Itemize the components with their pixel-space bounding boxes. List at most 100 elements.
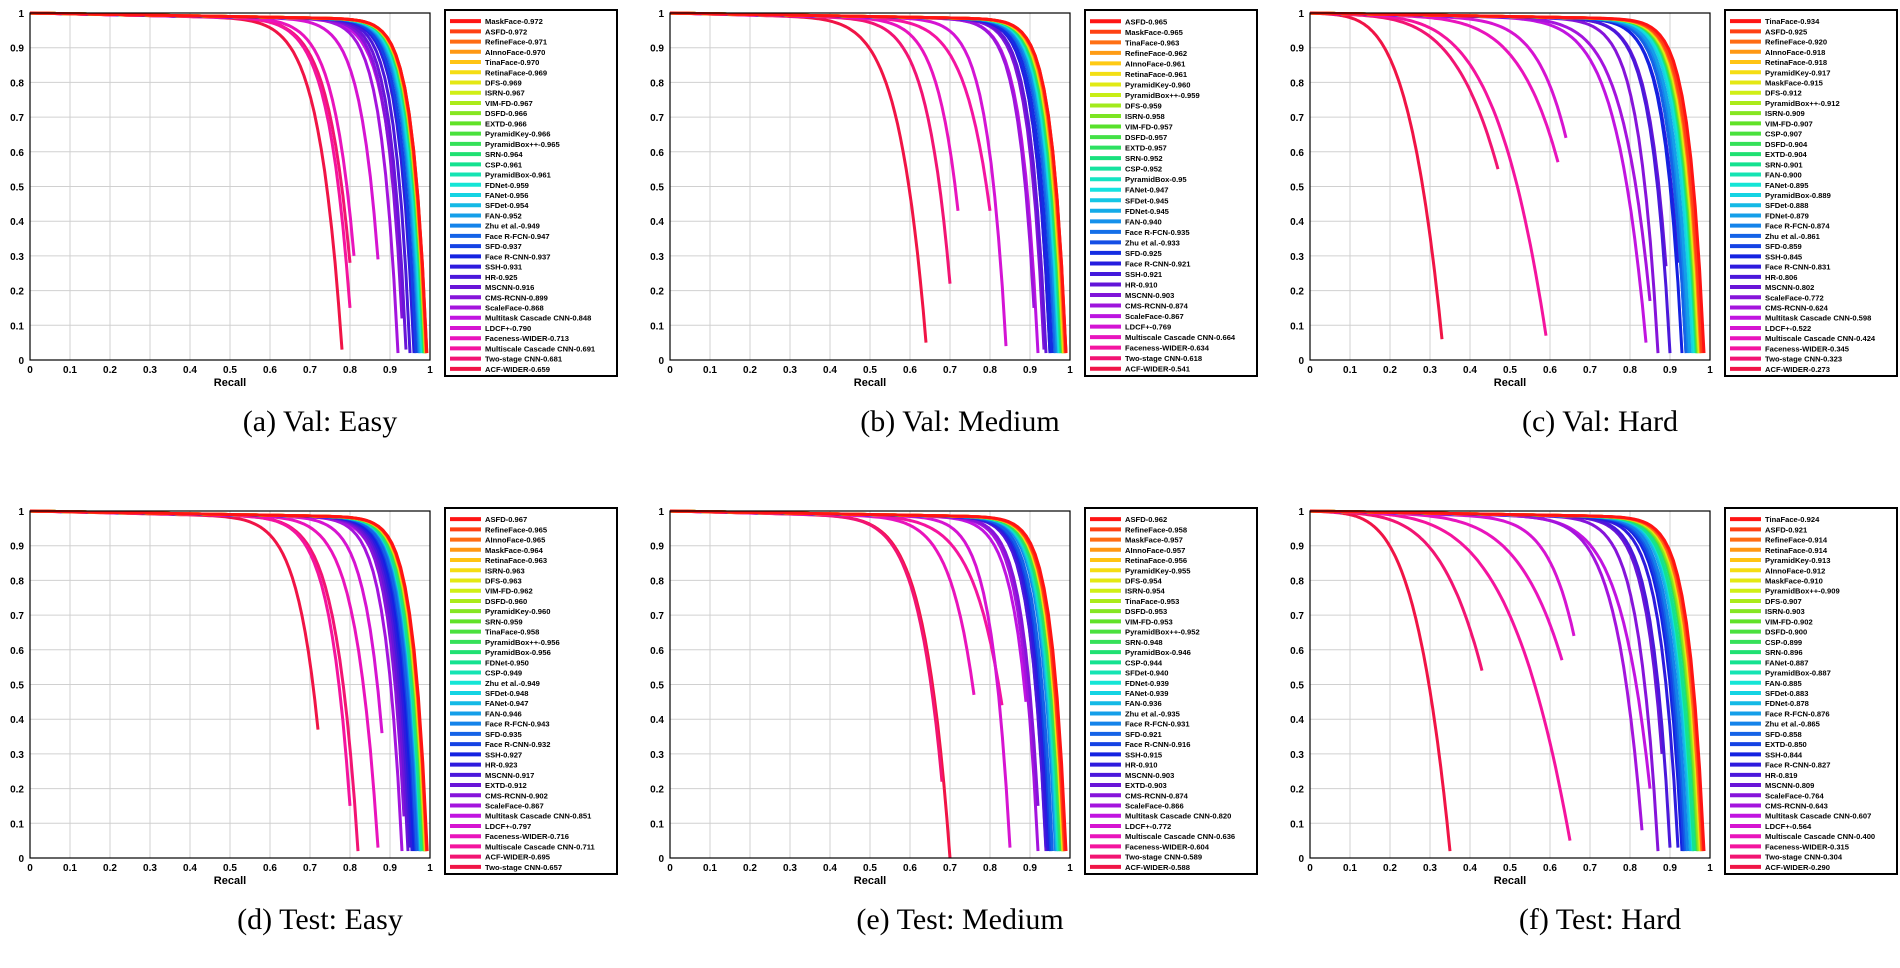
legend-label: DFS-0.969 (485, 78, 522, 87)
legend-label: RefineFace-0.965 (485, 525, 548, 534)
pr-curve-fanet-0-939 (669, 509, 1060, 852)
y-tick-label: 0.8 (650, 78, 664, 89)
legend-label: HR-0.819 (1765, 771, 1798, 780)
y-tick-label: 0.7 (1290, 611, 1304, 622)
legend-label: Faceness-WIDER-0.345 (1765, 344, 1850, 353)
y-tick-label: 0.7 (10, 113, 24, 124)
pr-curve-hr-0-819 (1309, 509, 1672, 848)
subfigure-caption: (c) Val: Hard (1521, 405, 1679, 438)
legend-label: PyramidBox-0.95 (1125, 175, 1187, 184)
legend-label: Zhu et al.-0.861 (1765, 232, 1821, 241)
pr-curve-ldcf-0-772 (669, 509, 1012, 848)
x-tick-label: 0.9 (1023, 365, 1037, 376)
pr-curve-extd-0-912 (29, 509, 410, 852)
pr-curve-srn-0-901 (1309, 11, 1698, 354)
pr-curve-face-r-cnn-0-916 (669, 509, 1053, 852)
legend-label: PyramidBox++-0.959 (1125, 91, 1200, 100)
chart-panel-6: 0 0.1 0.2 0.3 0.4 0.5 0.6 0.7 0.8 0.9 1 0 0.1 0.2 0.3 0… (1280, 498, 1900, 968)
x-tick-label: 0.1 (703, 365, 717, 376)
legend-label: TinaFace-0.924 (1765, 515, 1820, 524)
legend-label: LDCF+-0.772 (1125, 822, 1171, 831)
legend-label: FDNet-0.879 (1765, 211, 1809, 220)
legend-label: PyramidBox++-0.952 (1125, 628, 1200, 637)
legend-label: CMS-RCNN-0.874 (1125, 791, 1189, 800)
x-tick-label: 0.2 (1383, 863, 1397, 874)
y-tick-label: 0 (1298, 356, 1304, 367)
plot-frame (29, 12, 431, 361)
legend-label: Face R-CNN-0.937 (485, 252, 550, 261)
pr-curve-ssh-0-927 (29, 509, 416, 852)
legend-label: FANet-0.956 (485, 191, 528, 200)
legend-label: ScaleFace-0.867 (485, 802, 544, 811)
y-tick-label: 0.9 (10, 44, 24, 55)
pr-curve-multiscale-cascade-cnn-0-664 (669, 11, 960, 211)
legend-label: SSH-0.915 (1125, 750, 1163, 759)
y-tick-label: 0.8 (10, 78, 24, 89)
x-tick-label: 0.4 (183, 863, 197, 874)
y-tick-label: 0.3 (650, 750, 664, 761)
legend-label: HR-0.925 (485, 273, 518, 282)
y-tick-label: 1 (1298, 507, 1304, 518)
y-tick-label: 0.3 (1290, 750, 1304, 761)
y-tick-label: 0.6 (1290, 646, 1304, 657)
x-tick-label: 0.2 (103, 863, 117, 874)
pr-curve-extd-0-904 (1309, 11, 1699, 354)
x-tick-label: 0.4 (1463, 365, 1477, 376)
y-tick-label: 0.5 (10, 183, 24, 194)
x-axis-label: Recall (854, 875, 886, 887)
legend-label: Multiscale Cascade CNN-0.691 (485, 344, 596, 353)
pr-curve-fdnet-0-945 (669, 11, 1061, 354)
legend-label: ACF-WIDER-0.695 (485, 853, 551, 862)
pr-curve-scaleface-0-867 (29, 509, 404, 852)
legend-label: FDNet-0.950 (485, 658, 529, 667)
legend-label: SRN-0.901 (1765, 160, 1803, 169)
pr-curve-acf-wider-0-695 (29, 509, 360, 852)
x-tick-label: 0 (27, 365, 33, 376)
subfigure-caption: (b) Val: Medium (860, 405, 1060, 438)
pr-curve-dfs-0-954 (669, 509, 1065, 852)
pr-curve-cms-rcnn-0-874 (669, 11, 1036, 308)
pr-curve-pyramidbox-0-952 (669, 509, 1064, 852)
legend-label: SRN-0.959 (485, 617, 523, 626)
legend-label: Face R-CNN-0.932 (485, 740, 550, 749)
legend-label: Face R-CNN-0.921 (1125, 259, 1191, 268)
pr-curve-two-stage-cnn-0-589 (669, 509, 944, 782)
chart-panel-2: 0 0.1 0.2 0.3 0.4 0.5 0.6 0.7 0.8 0.9 1 0 0.1 0.2 0.3 0… (640, 0, 1280, 470)
legend-label: PyramidKey-0.955 (1125, 566, 1191, 575)
legend-label: LDCF+-0.564 (1765, 822, 1812, 831)
pr-curve-sfd-0-935 (29, 509, 419, 852)
y-tick-label: 0.3 (10, 252, 24, 263)
pr-curve-two-stage-cnn-0-618 (669, 11, 952, 284)
legend-label: RetinaFace-0.914 (1765, 546, 1828, 555)
legend-label: SFD-0.859 (1765, 242, 1802, 251)
legend-label: RetinaFace-0.963 (485, 556, 547, 565)
legend-label: RetinaFace-0.969 (485, 68, 547, 77)
x-tick-label: 0.7 (1583, 365, 1597, 376)
legend-label: DFS-0.959 (1125, 102, 1162, 111)
legend-label: SFD-0.937 (485, 242, 522, 251)
pr-curve-zhu-et-al-0-865 (1309, 509, 1690, 852)
pr-curve-hr-0-806 (1309, 11, 1672, 354)
y-tick-label: 0.7 (1290, 113, 1304, 124)
legend-label: FAN-0.900 (1765, 171, 1802, 180)
legend-label: LDCF+-0.790 (485, 324, 531, 333)
pr-curve-hr-0-925 (29, 11, 412, 354)
legend-label: Face R-FCN-0.935 (1125, 228, 1190, 237)
legend-label: SFDet-0.954 (485, 201, 529, 210)
legend-label: Multiscale Cascade CNN-0.424 (1765, 334, 1876, 343)
legend-label: Face R-FCN-0.947 (485, 232, 550, 241)
legend-label: Zhu et al.-0.949 (485, 679, 540, 688)
pr-curve-asfd-0-965 (669, 11, 1068, 354)
pr-curve-faceness-wider-0-604 (669, 509, 1004, 706)
legend-label: EXTD-0.957 (1125, 144, 1167, 153)
pr-curve-dfs-0-963 (29, 509, 428, 852)
x-tick-label: 0.2 (103, 365, 117, 376)
legend-label: TinaFace-0.934 (1765, 17, 1820, 26)
legend-label: VIM-FD-0.962 (485, 587, 533, 596)
x-tick-label: 0.3 (783, 365, 797, 376)
x-tick-label: 1 (427, 863, 433, 874)
pr-curve-scaleface-0-772 (1309, 11, 1660, 354)
x-tick-label: 0.1 (63, 863, 77, 874)
legend-label: EXTD-0.850 (1765, 740, 1807, 749)
pr-chart-svg: 0 0.1 0.2 0.3 0.4 0.5 0.6 0.7 0.8 0.9 1 0 0.1 0.2 0.3 0… (650, 9, 1258, 389)
